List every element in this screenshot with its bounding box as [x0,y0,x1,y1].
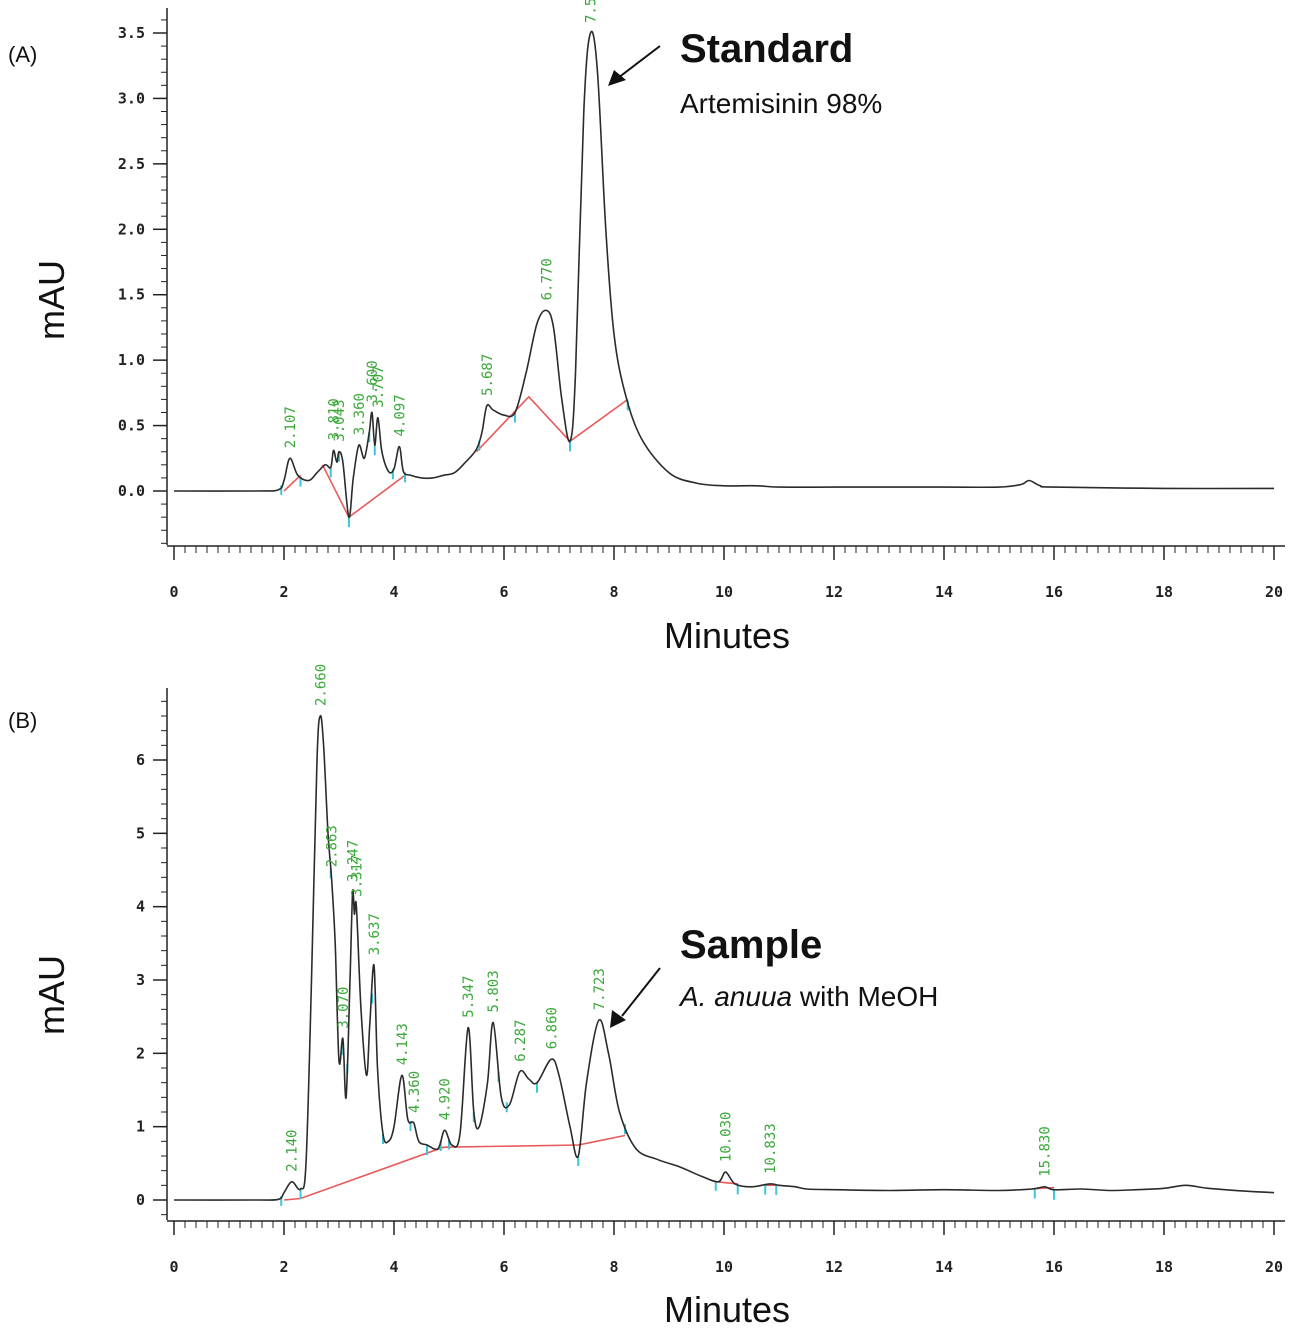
panel-a-y-tick-label: 3.0 [118,89,145,107]
panel-b-trace [173,714,1275,1201]
panel-b-x-tick-label: 10 [715,1258,733,1276]
panel-a-peak-label: 3.600 [365,360,381,402]
panel-a-x-tick-label: 8 [609,583,618,601]
panel-b-peak-label: 2.140 [285,1130,301,1172]
panel-a-label: (A) [8,42,37,67]
panel-a-y-tick-label: 3.5 [118,24,145,42]
panel-a-integration-baseline [475,395,629,453]
panel-a-trace [173,30,1275,519]
panel-a-y-tick-label: 2.0 [118,220,145,238]
panel-b-peak-label: 2.660 [313,664,329,706]
panel-b-x-tick-label: 4 [389,1258,398,1276]
panel-b-peak-label: 3.070 [336,987,352,1029]
panel-a-y-tick-label: 0.5 [118,417,145,435]
panel-a-peak-label: 3.043 [332,400,348,442]
panel-a-y-tick-label: 0.0 [118,482,145,500]
panel-b-integration-baseline [283,1134,626,1201]
panel-b-peak-label: 6.860 [544,1007,560,1049]
panel-b-y-tick-label: 6 [136,751,145,769]
panel-b-peak-label: 10.833 [763,1123,779,1174]
panel-a-peak-label: 3.360 [352,393,368,435]
panel-a-x-tick-label: 2 [279,583,288,601]
panel-a-peak-label: 4.097 [392,394,408,436]
sample-subtitle-species: A. anuua [678,981,792,1012]
panel-b-y-tick-label: 2 [136,1044,145,1062]
panel-a-peak-label: 6.770 [539,258,555,300]
panel-a-y-tick-label: 1.0 [118,351,145,369]
panel-b-peak-label: 6.287 [513,1020,529,1062]
panel-b-peak-label: 7.723 [592,968,608,1010]
panel-b-y-tick-label: 1 [136,1118,145,1136]
sample-arrow-head [610,1010,626,1028]
panel-b-x-tick-label: 20 [1265,1258,1283,1276]
panel-a-peak-label: 2.107 [283,406,299,448]
panel-b-x-tick-label: 2 [279,1258,288,1276]
panel-b-x-tick-label: 0 [169,1258,178,1276]
sample-arrow-shaft [621,967,661,1017]
sample-subtitle: A. anuua with MeOH [678,981,938,1012]
panel-a-x-tick-label: 10 [715,583,733,601]
panel-b-y-tick-label: 3 [136,971,145,989]
panel-a-x-tick-label: 18 [1155,583,1173,601]
panel-a-x-tick-label: 4 [389,583,398,601]
panel-b-peak-label: 2.863 [325,825,341,867]
panel-a-y-tick-label: 1.5 [118,286,145,304]
panel-a-x-tick-label: 12 [825,583,843,601]
panel-a-peak-label: 3.707 [371,366,387,408]
panel-b-peak-label: 4.920 [438,1078,454,1120]
panel-b-peak-label: 5.347 [461,976,477,1018]
standard-arrow-head [608,70,626,86]
panel-b-peak-label: 3.317 [349,855,365,897]
panel-b-x-tick-label: 8 [609,1258,618,1276]
panel-a-peak-label: 7.573 [584,0,600,23]
panel-b-annotation: Sample A. anuua with MeOH [610,923,938,1028]
panel-b-peak-label: 4.143 [395,1023,411,1065]
panel-a-x-tick-label: 20 [1265,583,1283,601]
panel-b-label: (B) [8,708,37,733]
panel-a-x-tick-label: 6 [499,583,508,601]
panel-a-y-tick-label: 2.5 [118,155,145,173]
panel-b-y-axis-title: mAU [31,955,72,1035]
panel-b-x-tick-label: 12 [825,1258,843,1276]
panel-b-x-tick-label: 14 [935,1258,953,1276]
panel-b-peak-label: 4.360 [407,1071,423,1113]
panel-a-y-axis-title: mAU [31,260,72,340]
panel-a-x-tick-label: 0 [169,583,178,601]
panel-a-integration-baseline [283,474,302,492]
panel-b-y-tick-label: 0 [136,1191,145,1209]
standard-arrow-shaft [617,45,661,79]
panel-b-peak-label: 5.803 [486,970,502,1012]
panel-b-x-axis-title: Minutes [664,1289,790,1330]
panel-b-peak-label: 15.830 [1038,1126,1054,1177]
panel-b-x-tick-label: 16 [1045,1258,1063,1276]
panel-a-peak-label: 3.810 [327,398,343,440]
panel-a-x-tick-label: 14 [935,583,953,601]
standard-subtitle: Artemisinin 98% [680,88,882,119]
panel-a-chromatogram-line [173,30,1275,519]
panel-b-y-tick-label: 4 [136,898,145,916]
panel-b-chromatogram-line [173,714,1275,1201]
sample-title: Sample [680,923,822,967]
standard-title: Standard [680,27,853,71]
panel-a-annotation: Standard Artemisinin 98% [608,27,882,119]
panel-a-x-tick-label: 16 [1045,583,1063,601]
panel-b-x-tick-label: 18 [1155,1258,1173,1276]
panel-a-x-axis-title: Minutes [664,615,790,656]
panel-a-peak-label: 5.687 [480,354,496,396]
panel-a: (A) mAU Minutes 0.0 0.5 1.0 1.5 2.0 2.5 3.0 3.5… [8,0,1285,656]
panel-b-y-tick-label: 5 [136,824,145,842]
panel-b-peak-label: 3.637 [367,913,383,955]
panel-a-axes: 0.0 0.5 1.0 1.5 2.0 2.5 3.0 3.5 0 2 4 6 8 10 12 14 16 18 2… [118,8,1285,601]
sample-subtitle-solvent: with MeOH [792,981,938,1012]
panel-b-x-tick-label: 6 [499,1258,508,1276]
panel-b-peak-label: 3.247 [346,840,362,882]
panel-b-peak-label: 10.030 [719,1112,735,1163]
